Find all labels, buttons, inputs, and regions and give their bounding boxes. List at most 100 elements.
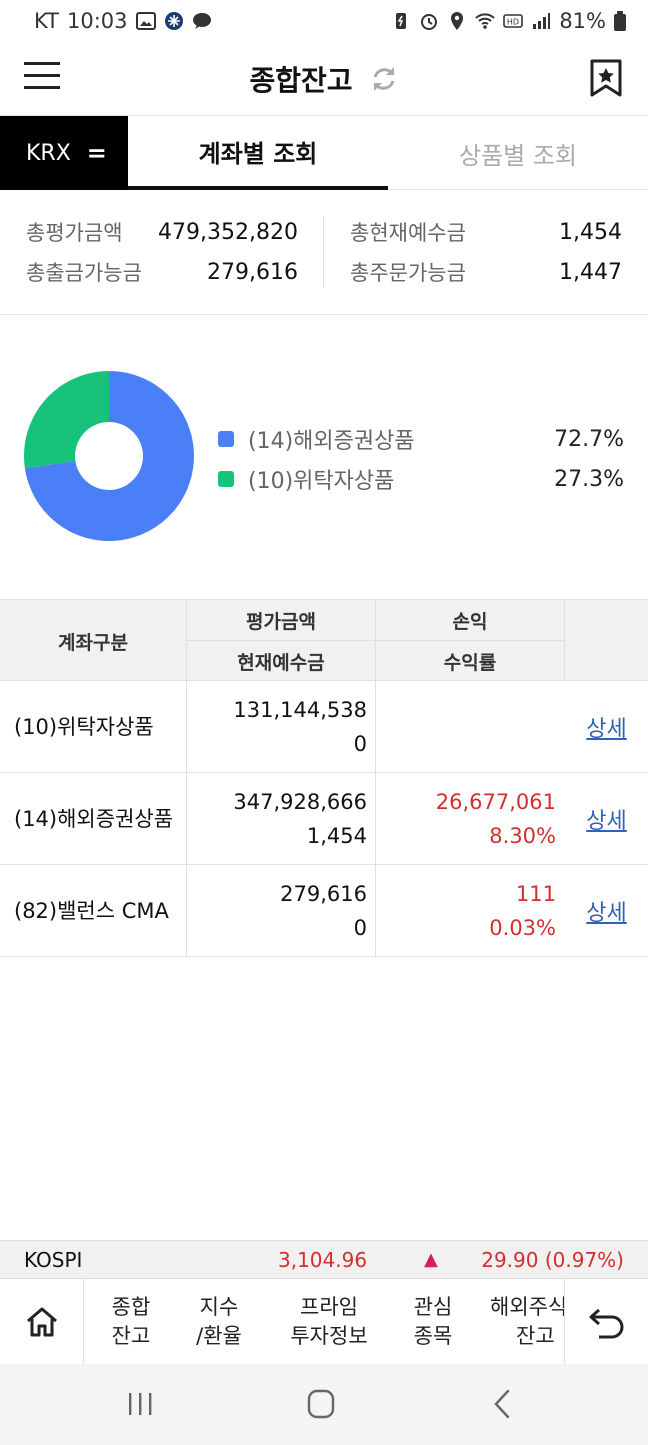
hamburger-line	[24, 74, 60, 77]
pnl-amount: 26,677,061	[435, 790, 556, 814]
eval-cell: 131,144,538 0	[187, 681, 367, 773]
summary-total-withdraw: 총출금가능금 279,616	[26, 252, 298, 292]
summary-total-eval: 총평가금액 479,352,820	[26, 212, 298, 252]
cell-divider	[186, 865, 187, 957]
detail-link[interactable]: 상세	[586, 809, 627, 834]
return-rate: 8.30%	[489, 824, 556, 848]
status-bar: KT 10:03 HD 81%	[0, 0, 648, 42]
header-pnl: 손익	[452, 610, 488, 633]
deposit-amount: 0	[353, 732, 367, 756]
detail-link[interactable]: 상세	[586, 717, 627, 742]
nav-balance[interactable]: 종합 잔고	[88, 1279, 174, 1365]
detail-cell: 상세	[565, 773, 648, 865]
balance-summary: 총평가금액 479,352,820 총출금가능금 279,616 총현재예수금 …	[0, 190, 648, 315]
eval-amount: 279,616	[280, 882, 367, 906]
table-row: (82)밸런스 CMA 279,616 0 111 0.03% 상세	[0, 865, 648, 957]
eval-cell: 279,616 0	[187, 865, 367, 957]
nav-label: /환율	[196, 1324, 242, 1348]
pnl-cell: 111 0.03%	[376, 865, 556, 957]
svg-text:HD: HD	[507, 18, 519, 27]
index-ticker[interactable]: KOSPI 3,104.96 ▲ 29.90 (0.97%)	[0, 1240, 648, 1278]
market-selector[interactable]: KRX =	[0, 116, 128, 190]
market-label: KRX	[26, 140, 71, 166]
summary-divider	[323, 216, 324, 288]
header-divider	[375, 600, 376, 682]
home-button[interactable]	[0, 1279, 84, 1365]
summary-total-order: 총주문가능금 1,447	[350, 252, 622, 292]
tab-by-account[interactable]: 계좌별 조회	[128, 116, 388, 190]
nav-watchlist[interactable]: 관심 종목	[390, 1279, 476, 1365]
table-row: (14)해외증권상품 347,928,666 1,454 26,677,061 …	[0, 773, 648, 865]
allocation-chart: (14)해외증권상품 72.7% (10)위탁자상품 27.3%	[0, 315, 648, 599]
donut-slice	[24, 371, 194, 541]
hamburger-line	[24, 86, 60, 89]
table-row: (10)위탁자상품 131,144,538 0 상세	[0, 681, 648, 773]
eval-cell: 347,928,666 1,454	[187, 773, 367, 865]
summary-value: 279,616	[207, 259, 298, 285]
cell-divider	[375, 865, 376, 957]
app-header: 종합잔고	[0, 42, 648, 116]
home-icon	[26, 1307, 57, 1337]
bottom-nav: 종합 잔고 지수 /환율 프라임 투자정보 관심 종목 해외주식 잔고 ︿	[0, 1278, 648, 1372]
nav-label: 잔고	[516, 1324, 555, 1348]
nav-label: 투자정보	[290, 1324, 368, 1348]
donut-slice	[24, 371, 109, 469]
detail-cell: 상세	[565, 865, 648, 957]
nav-label: 관심	[413, 1295, 453, 1319]
eval-amount: 347,928,666	[233, 790, 367, 814]
summary-value: 1,454	[559, 219, 622, 245]
clock: 10:03	[66, 9, 128, 33]
bookmark-star-icon[interactable]	[588, 58, 624, 98]
recent-apps-icon[interactable]	[126, 1390, 154, 1418]
header-divider	[186, 600, 187, 682]
cell-divider	[375, 773, 376, 865]
nav-label: 종목	[413, 1324, 453, 1348]
legend-item: (10)위탁자상품 27.3%	[218, 459, 624, 499]
app-notification-icon	[164, 12, 183, 30]
home-system-icon[interactable]	[306, 1388, 336, 1420]
summary-label: 총현재예수금	[350, 221, 466, 245]
nav-label: 잔고	[111, 1324, 151, 1348]
donut-chart	[24, 371, 194, 541]
legend-swatch	[218, 471, 234, 487]
header-account: 계좌구분	[58, 631, 128, 654]
legend-label: (14)해외증권상품	[248, 429, 415, 454]
tab-bar: KRX = 계좌별 조회 상품별 조회	[0, 116, 648, 190]
tab-by-product[interactable]: 상품별 조회	[458, 141, 578, 170]
battery-icon	[614, 11, 626, 31]
index-change: 29.90 (0.97%)	[481, 1247, 624, 1272]
nav-label: 지수	[199, 1295, 239, 1319]
up-arrow-icon: ▲	[424, 1249, 438, 1270]
account-name: (10)위탁자상품	[14, 715, 154, 739]
refresh-icon[interactable]	[369, 64, 399, 94]
wifi-icon	[475, 13, 496, 29]
nav-index-fx[interactable]: 지수 /환율	[174, 1279, 264, 1365]
legend-percent: 27.3%	[554, 466, 624, 492]
nav-prime-info[interactable]: 프라임 투자정보	[272, 1279, 386, 1365]
back-system-icon[interactable]	[490, 1388, 516, 1420]
detail-link[interactable]: 상세	[586, 901, 627, 926]
pnl-cell	[376, 681, 556, 773]
nav-label: 해외주식	[490, 1295, 564, 1319]
detail-cell: 상세	[565, 681, 648, 773]
nav-label: 종합	[111, 1295, 151, 1319]
system-nav-bar	[0, 1364, 648, 1445]
legend-swatch	[218, 431, 234, 447]
account-name: (82)밸런스 CMA	[14, 899, 169, 923]
equals-icon: =	[86, 139, 107, 167]
nav-overseas-balance[interactable]: 해외주식 잔고	[490, 1279, 564, 1365]
summary-total-deposit: 총현재예수금 1,454	[350, 212, 622, 252]
header-divider	[564, 600, 565, 682]
account-name: (14)해외증권상품	[14, 807, 174, 831]
hd-voice-icon: HD	[503, 14, 524, 28]
index-price: 3,104.96	[278, 1247, 368, 1272]
page-title: 종합잔고	[249, 63, 353, 97]
index-name: KOSPI	[24, 1247, 83, 1272]
back-button[interactable]	[564, 1279, 648, 1365]
hamburger-line	[24, 62, 60, 65]
battery-saver-icon	[396, 13, 407, 29]
legend-label: (10)위탁자상품	[248, 469, 395, 494]
menu-button[interactable]	[24, 62, 60, 94]
battery-percent: 81%	[559, 9, 606, 33]
header-divider	[187, 640, 564, 641]
